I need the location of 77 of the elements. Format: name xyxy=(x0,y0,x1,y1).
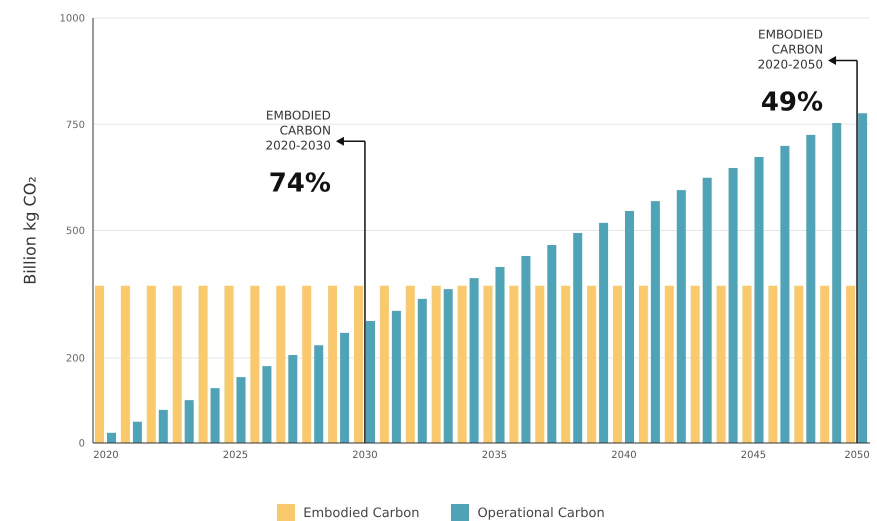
bar xyxy=(95,286,104,443)
legend-label: Embodied Carbon xyxy=(303,506,420,520)
bar xyxy=(120,286,130,443)
bar xyxy=(158,410,168,443)
bar xyxy=(236,377,246,443)
bar xyxy=(328,286,338,443)
bar xyxy=(820,286,830,443)
y-tick-label: 0 xyxy=(78,438,85,450)
bar xyxy=(638,286,648,443)
bar xyxy=(794,286,804,443)
bar xyxy=(650,201,660,443)
bar xyxy=(198,286,208,443)
x-tick-label: 2045 xyxy=(740,450,766,462)
bar xyxy=(573,233,582,443)
x-tick-label: 2040 xyxy=(611,450,637,462)
bar xyxy=(132,422,142,443)
y-tick-label: 500 xyxy=(66,226,85,238)
bar xyxy=(561,286,570,443)
bar xyxy=(470,278,479,443)
bar xyxy=(210,388,220,443)
bar xyxy=(768,286,778,443)
bar xyxy=(146,286,156,443)
bar xyxy=(702,178,712,443)
bar xyxy=(276,286,286,443)
bar xyxy=(314,345,324,443)
x-tick-label: 2030 xyxy=(352,450,378,462)
bar xyxy=(496,267,504,443)
bar xyxy=(521,256,530,443)
bar xyxy=(366,321,375,443)
bar xyxy=(509,286,518,443)
bar xyxy=(780,146,790,443)
x-tick-label: 2020 xyxy=(93,450,119,462)
bar xyxy=(418,298,427,443)
bar xyxy=(432,286,441,443)
bar xyxy=(832,122,842,443)
bar xyxy=(625,210,634,443)
bar xyxy=(728,168,738,443)
bar xyxy=(262,366,272,443)
bar xyxy=(340,332,350,443)
bar xyxy=(107,432,116,443)
bar xyxy=(846,286,856,443)
bar xyxy=(354,286,363,443)
bar xyxy=(754,156,764,443)
bar xyxy=(172,286,182,443)
bar xyxy=(599,222,608,443)
y-tick-label: 750 xyxy=(66,120,85,131)
bar xyxy=(458,286,467,443)
y-tick-label: 1000 xyxy=(60,14,85,25)
text: EMBODIED CARBON 2020-2050 49% xyxy=(758,28,824,118)
bar xyxy=(858,113,868,443)
x-tick-label: 2035 xyxy=(482,450,508,462)
bar xyxy=(224,286,234,443)
bar xyxy=(288,355,298,443)
bar xyxy=(806,134,816,443)
y-tick-label: 200 xyxy=(66,354,85,365)
legend-label: Operational Carbon xyxy=(477,506,605,520)
bar xyxy=(184,400,194,443)
bar xyxy=(587,286,596,443)
bar xyxy=(392,310,401,443)
bar xyxy=(302,286,312,443)
bar xyxy=(250,286,260,443)
bar xyxy=(664,286,674,443)
bar xyxy=(406,286,415,443)
bar xyxy=(676,190,686,443)
bar xyxy=(716,286,726,443)
bar xyxy=(484,286,492,443)
bar xyxy=(547,244,556,443)
bar xyxy=(613,286,622,443)
x-tick-label: 2050 xyxy=(844,450,870,462)
bar xyxy=(742,286,752,443)
y-axis-title: Billion kg CO₂ xyxy=(20,176,40,285)
bar xyxy=(535,286,544,443)
bar xyxy=(380,286,389,443)
x-tick-label: 2025 xyxy=(222,450,248,462)
text: EMBODIED CARBON 2020-2030 74% xyxy=(266,108,331,198)
bar xyxy=(444,289,453,443)
bar xyxy=(690,286,700,443)
